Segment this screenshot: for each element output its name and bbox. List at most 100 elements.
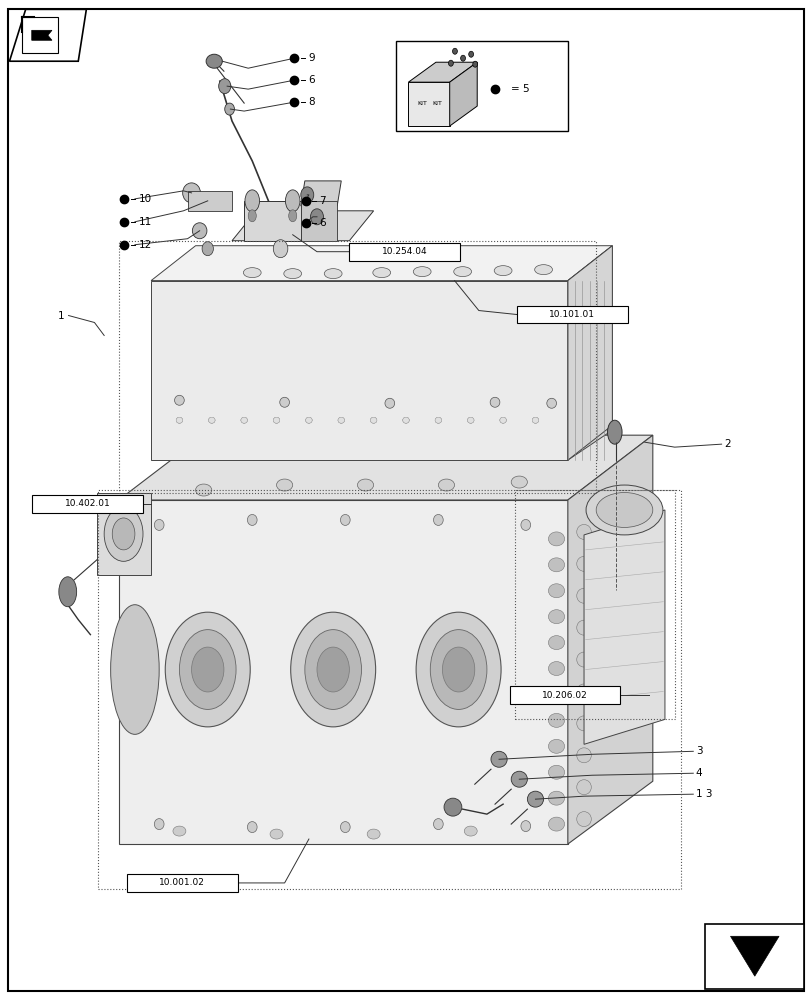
Text: 2: 2: [723, 439, 730, 449]
Ellipse shape: [453, 267, 471, 277]
Ellipse shape: [576, 716, 590, 731]
Polygon shape: [408, 62, 477, 82]
Ellipse shape: [337, 417, 344, 423]
Ellipse shape: [174, 395, 184, 405]
Ellipse shape: [460, 55, 465, 61]
Ellipse shape: [442, 647, 474, 692]
Ellipse shape: [270, 829, 283, 839]
Text: 3: 3: [695, 746, 702, 756]
Ellipse shape: [472, 61, 477, 67]
Ellipse shape: [277, 479, 292, 491]
Text: 4: 4: [695, 768, 702, 778]
Ellipse shape: [547, 791, 564, 805]
Polygon shape: [187, 191, 232, 211]
Ellipse shape: [176, 417, 182, 423]
Ellipse shape: [547, 713, 564, 727]
Ellipse shape: [448, 60, 453, 66]
Ellipse shape: [245, 190, 260, 212]
Ellipse shape: [491, 751, 507, 767]
Bar: [705, 924, 803, 989]
Ellipse shape: [500, 417, 506, 423]
Ellipse shape: [241, 417, 247, 423]
Polygon shape: [244, 201, 300, 241]
Ellipse shape: [576, 684, 590, 699]
Text: 8: 8: [307, 97, 315, 107]
Polygon shape: [567, 246, 611, 460]
Ellipse shape: [547, 584, 564, 598]
Ellipse shape: [58, 577, 76, 607]
Bar: [509, 686, 620, 704]
Ellipse shape: [310, 209, 323, 225]
Ellipse shape: [433, 514, 443, 525]
Bar: [349, 243, 460, 261]
Bar: [127, 874, 238, 892]
Polygon shape: [449, 62, 477, 126]
Ellipse shape: [521, 519, 530, 530]
Ellipse shape: [340, 514, 350, 525]
Ellipse shape: [494, 266, 512, 276]
Ellipse shape: [467, 417, 474, 423]
Ellipse shape: [241, 417, 247, 423]
Text: 7: 7: [319, 196, 326, 206]
Ellipse shape: [547, 636, 564, 650]
Text: KIT: KIT: [432, 101, 442, 106]
Ellipse shape: [273, 417, 280, 423]
Ellipse shape: [547, 739, 564, 753]
Ellipse shape: [370, 417, 376, 423]
Ellipse shape: [546, 398, 556, 408]
Bar: [118, 241, 595, 493]
Polygon shape: [10, 9, 86, 61]
Ellipse shape: [521, 821, 530, 832]
Polygon shape: [151, 281, 567, 460]
Ellipse shape: [384, 398, 394, 408]
Ellipse shape: [340, 822, 350, 833]
Ellipse shape: [547, 687, 564, 701]
Ellipse shape: [464, 826, 477, 836]
Ellipse shape: [531, 417, 538, 423]
Ellipse shape: [305, 417, 311, 423]
Ellipse shape: [202, 242, 213, 256]
Ellipse shape: [607, 420, 621, 444]
Ellipse shape: [218, 79, 230, 94]
Polygon shape: [567, 435, 652, 844]
Ellipse shape: [490, 397, 500, 407]
Text: 9: 9: [307, 53, 315, 63]
Ellipse shape: [112, 518, 135, 550]
Text: 11: 11: [139, 217, 152, 227]
Polygon shape: [32, 30, 52, 40]
Ellipse shape: [500, 417, 506, 423]
Ellipse shape: [586, 485, 662, 535]
Ellipse shape: [367, 829, 380, 839]
Ellipse shape: [402, 417, 409, 423]
Ellipse shape: [576, 524, 590, 539]
Ellipse shape: [104, 506, 143, 561]
Text: KIT: KIT: [417, 101, 427, 106]
Ellipse shape: [467, 417, 474, 423]
Ellipse shape: [372, 268, 390, 278]
Polygon shape: [300, 181, 341, 206]
Ellipse shape: [534, 265, 551, 275]
Ellipse shape: [290, 612, 375, 727]
Ellipse shape: [305, 417, 311, 423]
Ellipse shape: [316, 647, 349, 692]
Polygon shape: [567, 246, 611, 460]
Ellipse shape: [248, 210, 256, 222]
Ellipse shape: [468, 51, 473, 57]
Ellipse shape: [438, 479, 454, 491]
Text: 10: 10: [139, 194, 152, 204]
Ellipse shape: [402, 417, 409, 423]
Ellipse shape: [192, 223, 207, 239]
Ellipse shape: [547, 610, 564, 624]
Polygon shape: [730, 936, 778, 976]
Ellipse shape: [435, 417, 441, 423]
Text: 10.402.01: 10.402.01: [65, 499, 110, 508]
Ellipse shape: [511, 476, 526, 488]
Ellipse shape: [324, 269, 341, 279]
Ellipse shape: [273, 240, 287, 258]
Ellipse shape: [208, 417, 215, 423]
Bar: [517, 306, 627, 323]
Ellipse shape: [576, 556, 590, 571]
Ellipse shape: [165, 612, 250, 727]
Ellipse shape: [357, 479, 373, 491]
Bar: [396, 41, 567, 131]
